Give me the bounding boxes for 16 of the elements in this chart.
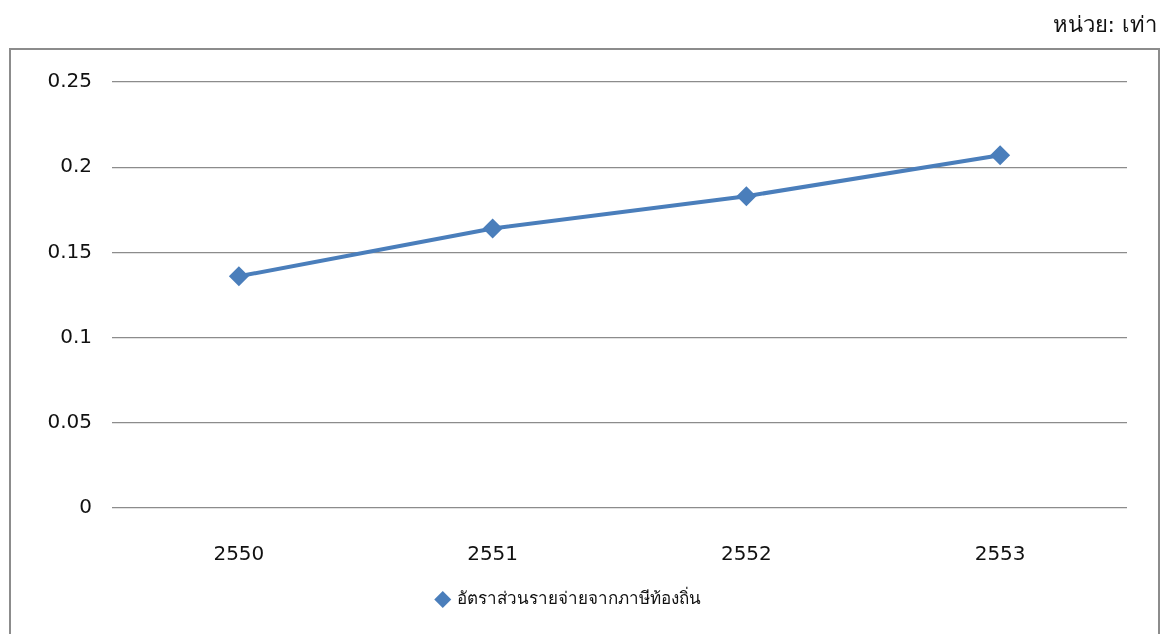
point: [228, 266, 249, 287]
x-tick-label: 2550: [213, 541, 265, 566]
point: [736, 186, 757, 207]
point: [990, 145, 1011, 166]
y-tick-label: 0.25: [47, 68, 92, 93]
legend-label: อัตราส่วนรายจ่ายจากภาษีท้องถิ่น: [457, 585, 702, 608]
x-tick-label: 2553: [974, 541, 1026, 566]
y-tick-label: 0.05: [47, 409, 92, 433]
y-tick-label: 0.1: [60, 323, 92, 348]
y-tick-label: 0.15: [47, 238, 92, 263]
y-tick-label: 0: [79, 494, 92, 519]
text: หน่วย: เท่า: [1052, 11, 1157, 39]
x-tick-label: 2551: [467, 541, 519, 566]
y-tick-label: 0.2: [60, 153, 92, 178]
x-tick-label: 2552: [720, 541, 772, 566]
point: [482, 218, 503, 239]
